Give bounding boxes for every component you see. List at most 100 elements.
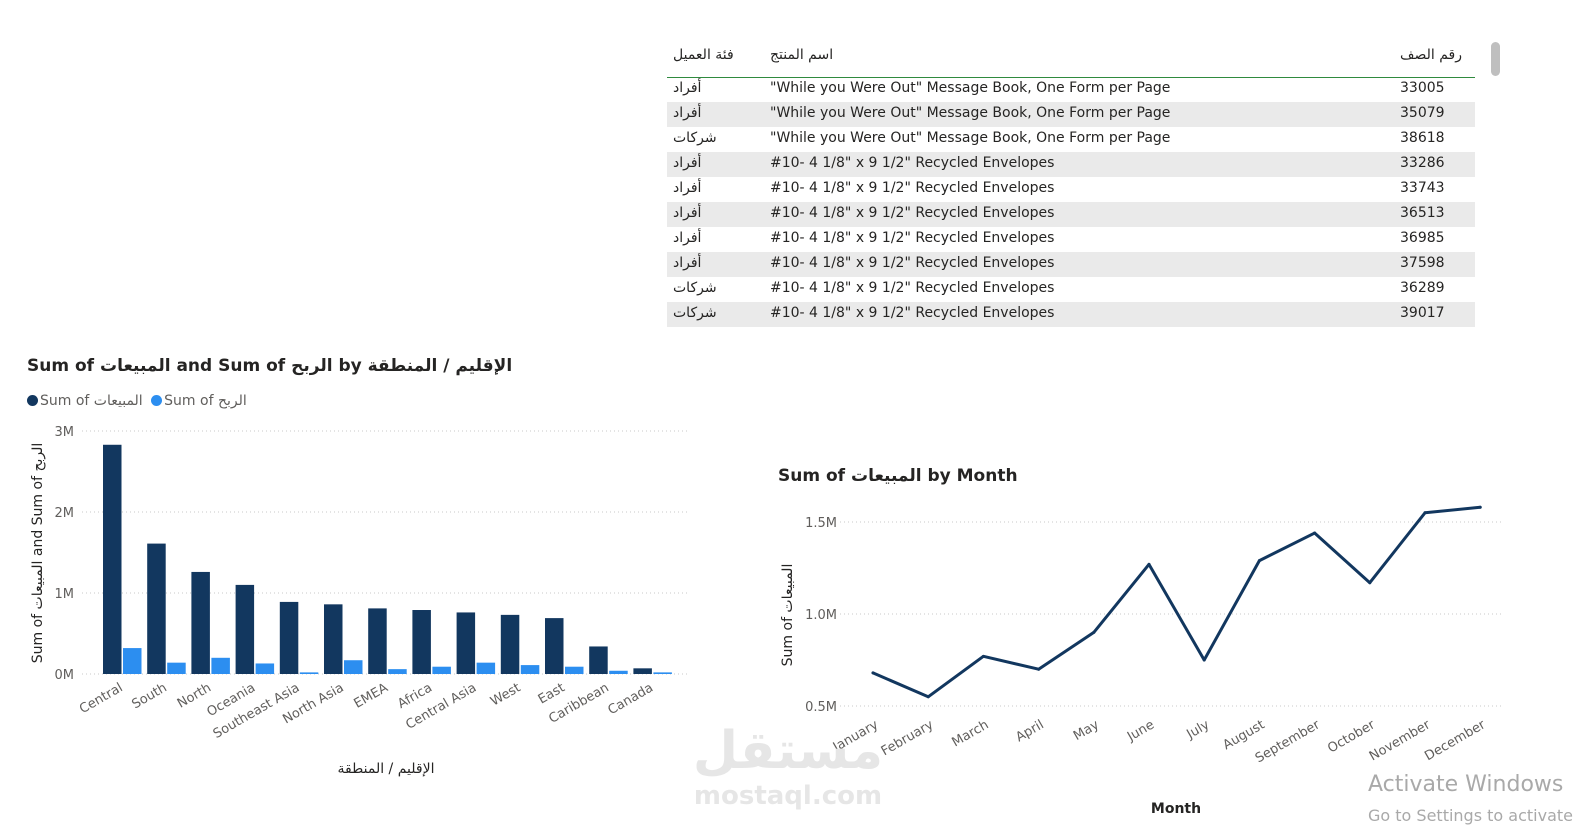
cell-product: #10- 4 1/8" x 9 1/2" Recycled Envelopes (770, 255, 1055, 271)
table-row[interactable]: أفراد #10- 4 1/8" x 9 1/2" Recycled Envel… (667, 177, 1475, 202)
line-point[interactable] (1092, 630, 1096, 634)
bar-sales[interactable] (235, 584, 255, 674)
line-y-tick-label: 0.5M (805, 700, 837, 715)
bar-sales[interactable] (633, 668, 652, 674)
line-series-sales[interactable] (871, 505, 1482, 699)
bar-profit[interactable] (520, 665, 540, 674)
cell-row-id: 36985 (1400, 230, 1445, 246)
cell-segment: شركات (673, 280, 717, 296)
bar-profit[interactable] (167, 662, 186, 674)
line-point[interactable] (926, 695, 930, 699)
cell-row-id: 36513 (1400, 205, 1445, 221)
cell-product: #10- 4 1/8" x 9 1/2" Recycled Envelopes (770, 180, 1055, 196)
bar-sales[interactable] (589, 646, 608, 674)
bar-profit[interactable] (299, 672, 319, 674)
table-row[interactable]: أفراد "While you Were Out" Message Book, … (667, 102, 1475, 127)
cell-segment: أفراد (673, 205, 702, 221)
line-y-tick-label: 1.5M (805, 516, 837, 531)
bar-profit[interactable] (609, 670, 628, 674)
cell-row-id: 36289 (1400, 280, 1445, 296)
cell-row-id: 33286 (1400, 155, 1445, 171)
bar-x-tick-label: Central (77, 680, 126, 717)
table-row[interactable]: أفراد #10- 4 1/8" x 9 1/2" Recycled Envel… (667, 152, 1475, 177)
line-x-tick-label: June (1124, 717, 1157, 745)
line-point[interactable] (1478, 505, 1482, 509)
cell-product: "While you Were Out" Message Book, One F… (770, 80, 1171, 96)
table-row[interactable]: شركات "While you Were Out" Message Book, … (667, 127, 1475, 152)
cell-row-id: 39017 (1400, 305, 1445, 321)
column-header-row-id[interactable]: رقم الصف (1400, 47, 1463, 63)
bar-profit[interactable] (653, 672, 672, 674)
line-x-tick-label: August (1220, 717, 1267, 753)
bar-sales[interactable] (279, 601, 299, 674)
legend-dot-sales (27, 395, 38, 406)
bar-profit[interactable] (344, 660, 363, 674)
bar-profit[interactable] (432, 666, 451, 674)
bar-sales[interactable] (191, 571, 210, 674)
line-point[interactable] (1147, 562, 1151, 566)
cell-product: #10- 4 1/8" x 9 1/2" Recycled Envelopes (770, 305, 1055, 321)
bar-profit[interactable] (255, 663, 275, 674)
cell-product: #10- 4 1/8" x 9 1/2" Recycled Envelopes (770, 155, 1055, 171)
bar-profit[interactable] (123, 648, 142, 674)
cell-segment: شركات (673, 130, 717, 146)
bar-sales[interactable] (500, 614, 520, 674)
line-point[interactable] (871, 671, 875, 675)
line-point[interactable] (1313, 531, 1317, 535)
line-x-tick-label: March (950, 717, 992, 750)
cell-product: #10- 4 1/8" x 9 1/2" Recycled Envelopes (770, 205, 1055, 221)
cell-segment: شركات (673, 305, 717, 321)
cell-segment: أفراد (673, 155, 702, 171)
bar-x-tick-label: EMEA (352, 680, 391, 711)
legend-label-profit: Sum of الربح (164, 393, 247, 409)
bar-sales[interactable] (368, 608, 387, 674)
cell-product: #10- 4 1/8" x 9 1/2" Recycled Envelopes (770, 230, 1055, 246)
cell-segment: أفراد (673, 180, 702, 196)
bar-x-tick-label: South (129, 680, 169, 712)
bar-sales[interactable] (545, 618, 564, 674)
legend-dot-profit (151, 395, 163, 406)
bar-y-tick-label: 1M (55, 587, 75, 602)
column-header-segment[interactable]: فئة العميل (673, 47, 734, 63)
cell-product: "While you Were Out" Message Book, One F… (770, 105, 1171, 121)
line-point[interactable] (981, 654, 985, 658)
bar-sales[interactable] (324, 604, 343, 674)
column-header-product[interactable]: اسم المنتج (770, 47, 834, 63)
cell-row-id: 37598 (1400, 255, 1445, 271)
legend-item-profit[interactable]: Sum of الربح (151, 393, 247, 409)
legend-item-sales[interactable]: Sum of المبيعات (27, 393, 143, 409)
bar-profit[interactable] (211, 657, 230, 674)
bar-chart-title: Sum of المبيعات and Sum of الربح by الإق… (27, 356, 513, 376)
bar-sales[interactable] (412, 610, 431, 674)
table-row[interactable]: أفراد #10- 4 1/8" x 9 1/2" Recycled Envel… (667, 202, 1475, 227)
table-header: فئة العميل اسم المنتج رقم الصف (667, 38, 1475, 78)
bar-sales[interactable] (456, 612, 476, 674)
line-x-tick-label: May (1071, 717, 1102, 744)
line-point[interactable] (1037, 667, 1041, 671)
table-row[interactable]: شركات #10- 4 1/8" x 9 1/2" Recycled Envel… (667, 277, 1475, 302)
logo-domain-text: mostaql.com (694, 781, 882, 811)
line-point[interactable] (1257, 559, 1261, 563)
table-row[interactable]: أفراد #10- 4 1/8" x 9 1/2" Recycled Envel… (667, 252, 1475, 277)
legend-label-sales: Sum of المبيعات (40, 393, 143, 409)
bar-profit[interactable] (476, 662, 496, 674)
bar-y-axis-title: Sum of المبيعات and Sum of الربح (30, 443, 46, 664)
cell-row-id: 35079 (1400, 105, 1445, 121)
bar-profit[interactable] (565, 666, 584, 674)
line-point[interactable] (1423, 511, 1427, 515)
line-point[interactable] (1368, 581, 1372, 585)
cell-segment: أفراد (673, 105, 702, 121)
table-row[interactable]: شركات #10- 4 1/8" x 9 1/2" Recycled Envel… (667, 302, 1475, 327)
table-row[interactable]: أفراد "While you Were Out" Message Book, … (667, 77, 1475, 102)
table-scrollbar[interactable] (1491, 42, 1500, 76)
bar-profit[interactable] (388, 669, 407, 674)
bar-chart-legend: Sum of المبيعات Sum of الربح (27, 393, 251, 409)
line-point[interactable] (1202, 658, 1206, 662)
bar-sales[interactable] (147, 543, 166, 674)
table-row[interactable]: أفراد #10- 4 1/8" x 9 1/2" Recycled Envel… (667, 227, 1475, 252)
cell-segment: أفراد (673, 255, 702, 271)
cell-row-id: 33743 (1400, 180, 1445, 196)
bar-sales[interactable] (103, 444, 122, 674)
cell-row-id: 33005 (1400, 80, 1445, 96)
